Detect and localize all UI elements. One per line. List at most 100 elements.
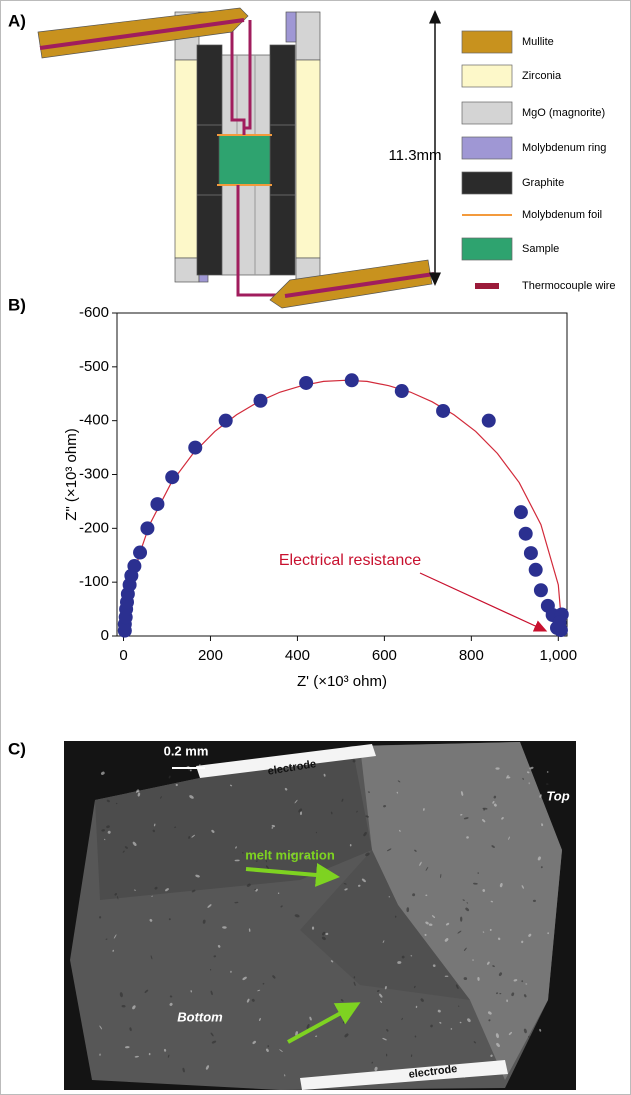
speck: [344, 888, 348, 891]
speck: [382, 1037, 387, 1041]
speck: [497, 937, 501, 941]
impedance-chart: 0 200 400 600 800 1,000 0 -100 -200 -300 -400 -500 -…: [63, 304, 577, 690]
speck: [217, 944, 221, 948]
legend-label: Sample: [522, 243, 559, 255]
speck: [323, 773, 326, 777]
assembly-diagram: [37, 7, 435, 309]
speck: [382, 940, 385, 943]
speck: [255, 860, 258, 862]
speck: [432, 964, 436, 967]
speck: [325, 932, 329, 936]
legend-swatch: [475, 283, 499, 289]
speck: [271, 824, 276, 828]
data-point: [523, 546, 538, 561]
data-point: [165, 470, 180, 485]
speck: [539, 1028, 542, 1032]
speck: [340, 999, 344, 1002]
speck: [246, 883, 251, 887]
speck: [379, 993, 383, 998]
speck: [477, 872, 480, 874]
speck: [144, 989, 149, 994]
speck: [357, 884, 361, 887]
speck: [121, 1004, 126, 1008]
speck: [406, 907, 410, 913]
legend-label: Graphite: [522, 177, 564, 189]
y-tick-label: -600: [79, 304, 109, 321]
speck: [419, 861, 422, 866]
speck: [309, 1016, 312, 1021]
texture: [99, 759, 549, 1078]
speck: [399, 829, 401, 832]
speck: [540, 866, 543, 869]
speck: [124, 846, 128, 849]
speck: [539, 794, 542, 798]
speck: [165, 888, 169, 892]
speck: [169, 1002, 173, 1006]
speck: [114, 893, 117, 896]
speck: [472, 959, 474, 961]
speck: [160, 796, 162, 799]
speck: [431, 915, 436, 919]
speck: [380, 1000, 383, 1003]
speck: [412, 893, 416, 897]
legend: Mullite Zirconia MgO (magnorite) Molybdenum…: [461, 30, 616, 292]
speck: [189, 769, 192, 772]
speck: [271, 827, 274, 829]
speck: [290, 853, 296, 856]
speck: [374, 1066, 378, 1071]
data-point: [140, 521, 155, 536]
speck: [241, 852, 244, 854]
speck: [191, 889, 196, 893]
speck: [129, 1027, 132, 1032]
speck: [506, 775, 509, 779]
legend-swatch: [461, 30, 513, 54]
speck: [234, 901, 239, 904]
top-label: Top: [546, 788, 569, 803]
speck: [493, 803, 497, 807]
speck: [153, 823, 156, 827]
speck: [495, 767, 500, 770]
speck: [150, 955, 153, 960]
data-point: [552, 615, 567, 630]
speck: [424, 933, 427, 936]
data-point: [436, 403, 451, 418]
panel-label: C): [8, 739, 26, 758]
speck: [188, 835, 191, 839]
speck: [361, 878, 366, 883]
data-point: [150, 497, 165, 512]
speck: [207, 904, 212, 908]
speck: [132, 1005, 136, 1010]
data-point: [513, 505, 528, 520]
speck: [363, 831, 367, 837]
x-tick-label: 400: [285, 647, 310, 664]
bottom-label: Bottom: [177, 1009, 223, 1024]
speck: [106, 799, 110, 803]
y-tick-label: -500: [79, 358, 109, 375]
speck: [182, 1067, 185, 1073]
speck: [222, 926, 227, 929]
speck: [413, 985, 416, 989]
y-tick-label: -100: [79, 573, 109, 590]
dimension-label: 11.3mm: [388, 147, 441, 164]
legend-label: Mullite: [522, 36, 554, 48]
speck: [257, 989, 261, 992]
y-tick-label: -200: [79, 519, 109, 536]
speck: [242, 976, 247, 981]
speck: [506, 999, 509, 1003]
speck: [547, 932, 549, 935]
speck: [511, 992, 515, 997]
speck: [136, 789, 140, 793]
speck: [487, 961, 490, 965]
speck: [248, 928, 251, 932]
speck: [315, 1035, 318, 1038]
speck: [371, 1061, 374, 1064]
speck: [100, 771, 105, 775]
speck: [230, 970, 232, 973]
legend-label: Thermocouple wire: [522, 280, 616, 292]
speck: [119, 992, 123, 998]
speck: [397, 961, 402, 964]
speck: [508, 836, 510, 840]
speck: [459, 1021, 462, 1024]
speck: [175, 783, 178, 787]
speck: [349, 843, 352, 847]
